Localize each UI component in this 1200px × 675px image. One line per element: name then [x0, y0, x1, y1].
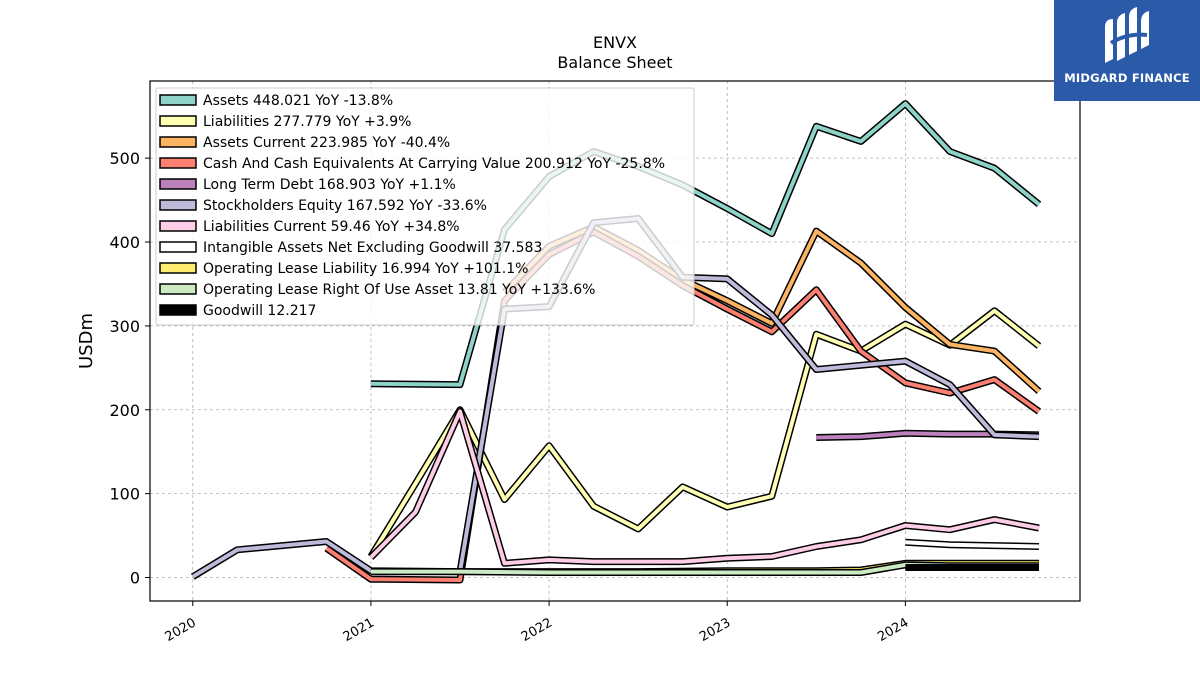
- series-line-liabilities-current: [369, 409, 1040, 566]
- legend-label-operating-lease-right-of-use-asset: Operating Lease Right Of Use Asset 13.81…: [203, 282, 596, 298]
- y-tick-label: 400: [109, 233, 140, 252]
- legend-label-long-term-debt: Long Term Debt 168.903 YoY +1.1%: [203, 177, 456, 193]
- x-tick-label: 2024: [875, 615, 911, 645]
- legend-swatch-intangible-assets-net-excluding-goodwill: [159, 241, 197, 253]
- legend-label-liabilities: Liabilities 277.779 YoY +3.9%: [203, 114, 411, 130]
- y-axis-label: USDm: [76, 313, 97, 369]
- y-tick-label: 200: [109, 401, 140, 420]
- x-tick-label: 2021: [341, 615, 377, 645]
- legend-label-operating-lease-liability: Operating Lease Liability 16.994 YoY +10…: [203, 261, 528, 277]
- legend-swatch-goodwill: [159, 304, 197, 316]
- legend-label-stockholders-equity: Stockholders Equity 167.592 YoY -33.6%: [203, 198, 487, 214]
- legend-swatch-stockholders-equity: [159, 199, 197, 211]
- x-tick-label: 2022: [519, 615, 555, 645]
- legend: Assets 448.021 YoY -13.8% Liabilities 277…: [155, 87, 695, 326]
- legend-label-goodwill: Goodwill 12.217: [203, 303, 316, 319]
- y-tick-label: 100: [109, 485, 140, 504]
- legend-box: [155, 87, 695, 326]
- logo-text: MIDGARD FINANCE: [1064, 71, 1190, 85]
- legend-swatch-operating-lease-right-of-use-asset: [159, 283, 197, 295]
- legend-swatch-assets-current: [159, 136, 197, 148]
- legend-label-cash-and-cash-equivalents-at-carrying-value: Cash And Cash Equivalents At Carrying Va…: [203, 156, 665, 172]
- legend-label-liabilities-current: Liabilities Current 59.46 YoY +34.8%: [203, 219, 460, 235]
- chart-title: ENVX: [593, 33, 637, 52]
- plot-frame: [149, 80, 1081, 602]
- y-tick-label: 300: [109, 317, 140, 336]
- legend-label-assets: Assets 448.021 YoY -13.8%: [203, 93, 393, 109]
- x-tick-label: 2020: [163, 615, 199, 645]
- legend-label-intangible-assets-net-excluding-goodwill: Intangible Assets Net Excluding Goodwill…: [203, 240, 542, 256]
- brand-logo: MIDGARD FINANCE: [1054, 0, 1200, 101]
- midgard-logo-icon: [1105, 7, 1149, 63]
- legend-swatch-long-term-debt: [159, 178, 197, 190]
- legend-swatch-operating-lease-liability: [159, 262, 197, 274]
- legend-label-assets-current: Assets Current 223.985 YoY -40.4%: [203, 135, 450, 151]
- legend-swatch-cash-and-cash-equivalents-at-carrying-value: [159, 157, 197, 169]
- y-tick-label: 500: [109, 149, 140, 168]
- y-tick-label: 0: [130, 569, 140, 588]
- chart-subtitle: Balance Sheet: [557, 53, 672, 72]
- series-line-intangible-assets-net-excluding-goodwill: [905, 540, 1040, 549]
- legend-swatch-assets: [159, 94, 197, 106]
- x-tick-label: 2023: [697, 615, 733, 645]
- legend-swatch-liabilities: [159, 115, 197, 127]
- legend-swatch-liabilities-current: [159, 220, 197, 232]
